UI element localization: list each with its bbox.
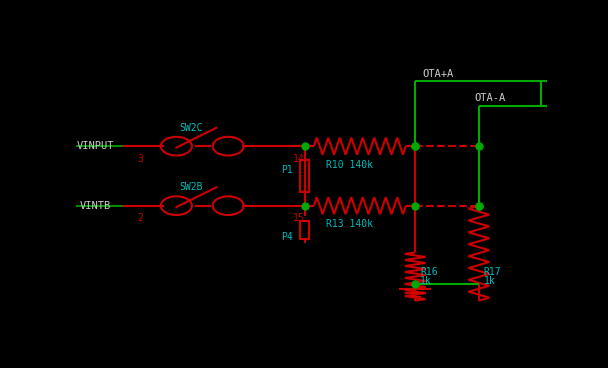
Text: R13 140k: R13 140k xyxy=(326,219,373,229)
Text: P4: P4 xyxy=(281,232,292,242)
Text: 1k: 1k xyxy=(420,276,432,286)
Text: 3: 3 xyxy=(137,154,143,164)
Text: R10 140k: R10 140k xyxy=(326,160,373,170)
Text: R16: R16 xyxy=(420,267,438,277)
Text: OTA-A: OTA-A xyxy=(474,93,505,103)
Text: R17: R17 xyxy=(483,267,501,277)
Text: 2: 2 xyxy=(137,213,143,223)
Text: VINTB: VINTB xyxy=(80,201,111,210)
Text: 15: 15 xyxy=(293,213,305,223)
Bar xyxy=(300,220,309,239)
Text: VINPUT: VINPUT xyxy=(77,141,114,151)
Text: 1k: 1k xyxy=(483,276,496,286)
Text: OTA+A: OTA+A xyxy=(423,69,454,79)
Text: 14: 14 xyxy=(293,154,305,164)
Text: SW2C: SW2C xyxy=(180,123,203,133)
Bar xyxy=(300,160,309,192)
Text: SW2B: SW2B xyxy=(180,182,203,192)
Text: P1: P1 xyxy=(281,165,292,175)
